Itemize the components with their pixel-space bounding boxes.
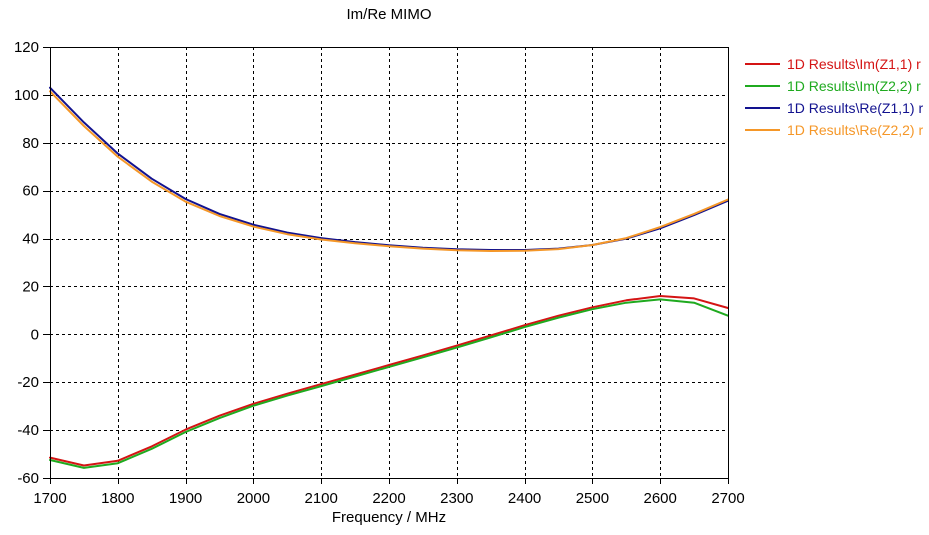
x-tick-label: 2300 bbox=[440, 490, 473, 507]
x-tick-label: 2100 bbox=[305, 490, 338, 507]
y-tick-label: 40 bbox=[22, 231, 39, 248]
x-tick-label: 2200 bbox=[372, 490, 405, 507]
legend-label: 1D Results\Re(Z1,1) r bbox=[787, 100, 924, 116]
x-tick-label: 2700 bbox=[711, 490, 744, 507]
legend-line-swatch bbox=[745, 63, 780, 65]
x-tick-label: 1800 bbox=[101, 490, 134, 507]
legend-line-swatch bbox=[745, 129, 780, 131]
legend-label: 1D Results\Re(Z2,2) r bbox=[787, 122, 924, 138]
x-tick-label: 2000 bbox=[237, 490, 270, 507]
legend-entry: 1D Results\Im(Z1,1) r bbox=[745, 53, 929, 75]
legend-entry: 1D Results\Im(Z2,2) r bbox=[745, 75, 929, 97]
y-tick-label: 120 bbox=[14, 39, 39, 56]
legend-entry: 1D Results\Re(Z2,2) r bbox=[745, 119, 929, 141]
curve-im-z22 bbox=[49, 298, 729, 469]
y-tick-label: 20 bbox=[22, 278, 39, 295]
x-tick-label: 2400 bbox=[508, 490, 541, 507]
y-tick-label: -60 bbox=[17, 470, 39, 487]
legend-line-swatch bbox=[745, 85, 780, 87]
y-tick-label: 0 bbox=[31, 326, 39, 343]
legend-label: 1D Results\Im(Z2,2) r bbox=[787, 78, 921, 94]
legend: 1D Results\Im(Z1,1) r 1D Results\Im(Z2,2)… bbox=[745, 53, 929, 141]
x-tick-label: 1900 bbox=[169, 490, 202, 507]
chart-title: Im/Re MIMO bbox=[346, 6, 432, 23]
legend-entry: 1D Results\Re(Z1,1) r bbox=[745, 97, 929, 119]
y-tick-label: 80 bbox=[22, 135, 39, 152]
x-tick-label: 2500 bbox=[576, 490, 609, 507]
curve-re-z22 bbox=[49, 90, 729, 252]
y-tick-label: 60 bbox=[22, 183, 39, 200]
x-axis-label: Frequency / MHz bbox=[331, 509, 447, 526]
y-tick-label: -20 bbox=[17, 374, 39, 391]
x-tick-label: 1700 bbox=[33, 490, 66, 507]
x-tick-label: 2600 bbox=[644, 490, 677, 507]
legend-label: 1D Results\Im(Z1,1) r bbox=[787, 56, 921, 72]
curve-im-z11 bbox=[49, 295, 729, 467]
y-tick-label: -40 bbox=[17, 422, 39, 439]
y-tick-label: 100 bbox=[14, 87, 39, 104]
legend-line-swatch bbox=[745, 107, 780, 109]
